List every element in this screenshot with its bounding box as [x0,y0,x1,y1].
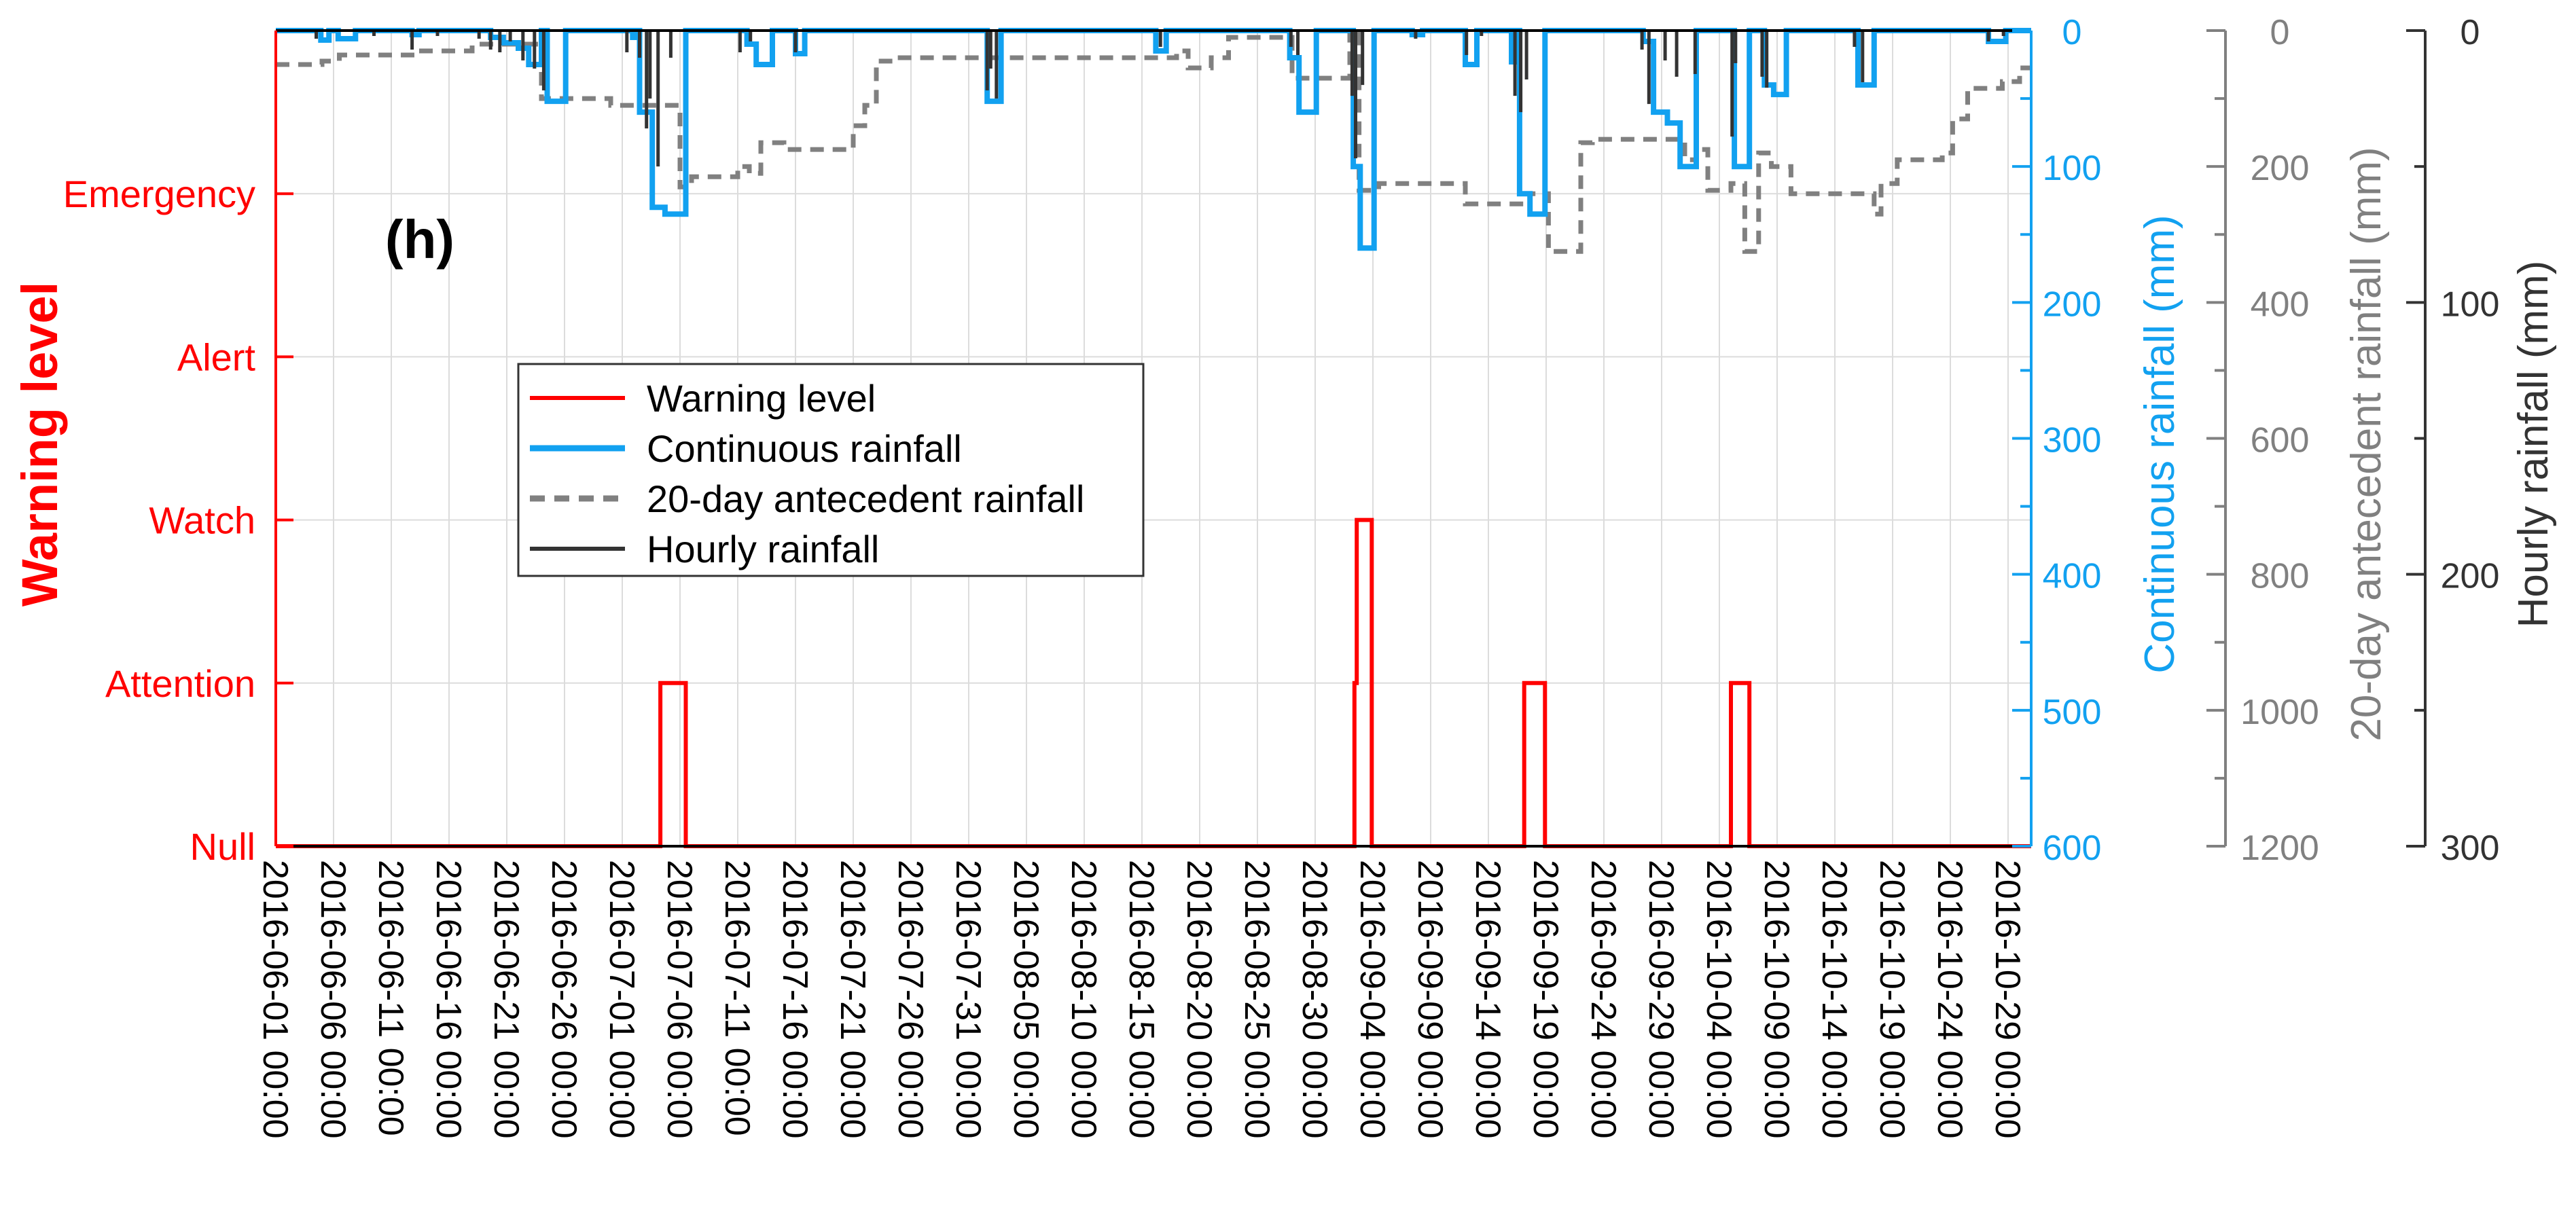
warning-tick-label: Emergency [63,172,255,215]
x-tick-label: 2016-10-24 00:00 [1930,860,1969,1139]
continuous-tick-label: 400 [2043,557,2102,596]
warning-tick-label: Null [190,825,255,868]
warning-tick-label: Alert [177,335,256,378]
continuous-tick-label: 0 [2062,13,2082,52]
antecedent-tick-label: 1200 [2240,829,2319,868]
x-tick-label: 2016-06-11 00:00 [371,860,410,1136]
x-tick-label: 2016-06-26 00:00 [544,860,584,1139]
x-tick-label: 2016-10-19 00:00 [1872,860,1912,1139]
x-tick-label: 2016-09-14 00:00 [1468,860,1507,1139]
x-tick-label: 2016-09-29 00:00 [1641,860,1681,1139]
antecedent-axis-title: 20-day antecedent rainfall (mm) [2343,147,2390,741]
continuous-tick-label: 600 [2043,829,2102,868]
hourly-axis-title: Hourly rainfall (mm) [2510,261,2557,628]
x-tick-label: 2016-06-06 00:00 [313,860,353,1139]
x-tick-label: 2016-07-21 00:00 [833,860,872,1139]
hourly-tick-label: 0 [2461,13,2480,52]
legend: Warning level Continuous rainfall 20-day… [517,363,1145,577]
x-tick-label: 2016-10-04 00:00 [1699,860,1738,1139]
legend-label-continuous: Continuous rainfall [647,427,962,470]
antecedent-tick-label: 800 [2251,557,2310,596]
antecedent-tick-label: 0 [2270,13,2290,52]
x-tick-label: 2016-06-01 00:00 [255,860,295,1139]
x-tick-label: 2016-08-20 00:00 [1179,860,1219,1139]
x-tick-label: 2016-08-25 00:00 [1237,860,1276,1139]
x-tick-label: 2016-09-04 00:00 [1353,860,1392,1139]
antecedent-tick-label: 1000 [2240,693,2319,732]
warning-tick-label: Watch [149,499,255,542]
series-layer [276,28,2031,848]
antecedent-tick-label: 400 [2251,285,2310,324]
continuous-axis-title: Continuous rainfall (mm) [2136,215,2183,673]
x-tick-label: 2016-08-05 00:00 [1006,860,1045,1139]
antecedent-tick-label: 600 [2251,421,2310,460]
x-tick-label: 2016-06-21 00:00 [486,860,526,1139]
x-tick-label: 2016-10-09 00:00 [1757,860,1796,1139]
x-tick-label: 2016-09-24 00:00 [1584,860,1623,1139]
legend-label-antecedent: 20-day antecedent rainfall [647,477,1084,520]
series-warning-level [276,517,2031,848]
x-tick-label: 2016-08-30 00:00 [1295,860,1334,1139]
panel-label: (h) [385,209,454,270]
x-tick-label: 2016-10-29 00:00 [1988,860,2027,1139]
x-tick-label: 2016-09-09 00:00 [1410,860,1450,1139]
axes-layer [274,29,2427,848]
tick-labels: Null Attention Watch Alert Emergency 0 100 200 3… [63,13,2500,1139]
x-tick-label: 2016-08-10 00:00 [1064,860,1103,1139]
series-20-day-antecedent-rainfall [276,28,2031,254]
hourly-tick-label: 300 [2441,829,2500,868]
legend-label-warning: Warning level [647,377,876,420]
continuous-tick-label: 100 [2043,149,2102,188]
x-tick-label: 2016-07-16 00:00 [775,860,815,1139]
x-tick-label: 2016-10-14 00:00 [1814,860,1854,1139]
legend-label-hourly: Hourly rainfall [647,528,879,570]
hourly-tick-label: 200 [2441,557,2500,596]
antecedent-tick-label: 200 [2251,149,2310,188]
x-tick-label: 2016-07-31 00:00 [948,860,988,1139]
hourly-tick-label: 100 [2441,285,2500,324]
continuous-tick-label: 200 [2043,285,2102,324]
x-tick-label: 2016-07-06 00:00 [660,860,699,1139]
warning-tick-label: Attention [105,662,255,705]
x-tick-label: 2016-07-01 00:00 [602,860,641,1139]
continuous-tick-label: 300 [2043,421,2102,460]
x-tick-label: 2016-07-26 00:00 [891,860,930,1139]
warning-axis-title: Warning level [12,282,68,606]
x-tick-label: 2016-07-11 00:00 [717,860,757,1136]
x-tick-label: 2016-06-16 00:00 [429,860,468,1139]
continuous-tick-label: 500 [2043,693,2102,732]
x-tick-label: 2016-09-19 00:00 [1526,860,1565,1139]
x-tick-label: 2016-08-15 00:00 [1122,860,1161,1139]
